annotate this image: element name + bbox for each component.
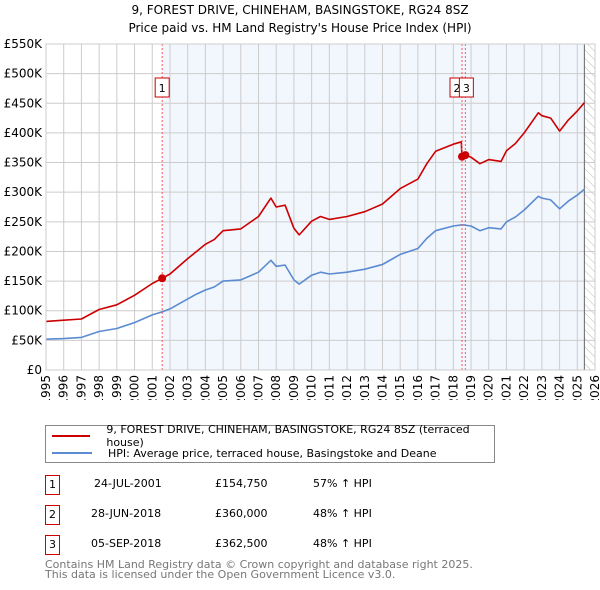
x-tick-label: 2009 [287, 375, 301, 400]
legend-item-hpi: HPI: Average price, terraced house, Basi… [46, 445, 436, 461]
x-tick-label: 2000 [128, 375, 142, 400]
sale-marker-box [154, 77, 170, 98]
footer-attribution: Contains HM Land Registry data © Crown c… [45, 558, 473, 581]
x-tick-label: 2020 [482, 375, 496, 400]
plot-border [45, 43, 596, 371]
x-tick-label: 2019 [464, 375, 478, 400]
x-tick-label: 2025 [570, 375, 584, 400]
legend-swatch-red [52, 435, 91, 437]
x-tick-label: 2002 [163, 375, 177, 400]
footer-line: This data is licensed under the Open Gov… [45, 568, 396, 581]
legend-label: 9, FOREST DRIVE, CHINEHAM, BASINGSTOKE, … [106, 423, 470, 449]
x-tick-label: 2006 [234, 375, 248, 400]
sale-date: 05-SEP-2018 [91, 537, 162, 550]
sale-hpi-diff: 48% ↑ HPI [313, 537, 372, 550]
x-tick-label: 2007 [252, 375, 266, 400]
y-tick-label: £500K [4, 67, 44, 81]
sale-marker-label: 3 [463, 82, 470, 95]
sale-point [461, 151, 470, 160]
x-tick-label: 1998 [92, 375, 106, 400]
x-tick-label: 2016 [411, 375, 425, 400]
x-tick-label: 1995 [39, 375, 53, 400]
sale-price: £360,000 [215, 507, 268, 520]
x-tick-label: 2018 [446, 375, 460, 400]
chart-subtitle: Price paid vs. HM Land Registry's House … [128, 21, 471, 35]
y-tick-label: £550K [4, 37, 44, 51]
sale-marker-label: 1 [159, 82, 166, 95]
x-tick-label: 2021 [499, 375, 513, 400]
x-tick-label: 2026 [588, 375, 600, 400]
x-tick-label: 2001 [145, 375, 159, 400]
property-price-line [45, 102, 586, 323]
sale-price: £362,500 [215, 537, 268, 550]
y-tick-label: £300K [4, 185, 44, 199]
x-tick-label: 2004 [198, 375, 212, 400]
sale-marker-label: 2 [454, 82, 461, 95]
x-tick-label: 2023 [535, 375, 549, 400]
sale-point [158, 274, 167, 283]
x-tick-label: 2012 [340, 375, 354, 400]
x-tick-label: 2024 [553, 375, 567, 400]
legend: 9, FOREST DRIVE, CHINEHAM, BASINGSTOKE, … [45, 423, 495, 463]
x-tick-label: 2015 [393, 375, 407, 400]
sale-marker-box [458, 77, 474, 98]
y-tick-label: £100K [4, 304, 44, 318]
x-tick-label: 2017 [429, 375, 443, 400]
x-tick-label: 2013 [358, 375, 372, 400]
sale-number: 1 [45, 475, 60, 495]
y-tick-label: £200K [4, 244, 44, 258]
y-tick-label: £0 [27, 363, 42, 377]
sale-hpi-diff: 57% ↑ HPI [313, 477, 372, 490]
x-tick-label: 2010 [305, 375, 319, 400]
x-tick-label: 1996 [57, 375, 71, 400]
sale-price: £154,750 [215, 477, 268, 490]
legend-label: HPI: Average price, terraced house, Basi… [108, 446, 437, 460]
x-tick-label: 2022 [517, 375, 531, 400]
y-tick-label: £350K [4, 156, 44, 170]
y-tick-label: £150K [4, 274, 44, 288]
y-tick-label: £250K [4, 215, 44, 229]
forecast-hatch [584, 44, 595, 370]
hpi-line [45, 188, 585, 340]
price-chart: 9, FOREST DRIVE, CHINEHAM, BASINGSTOKE, … [4, 3, 600, 406]
footer-line: Contains HM Land Registry data © Crown c… [45, 558, 473, 571]
x-tick-label: 1997 [74, 375, 88, 400]
sale-number: 3 [45, 535, 60, 555]
x-tick-label: 2003 [181, 375, 195, 400]
x-tick-label: 1999 [110, 375, 124, 400]
shaded-period [162, 44, 585, 370]
legend-swatch-blue [52, 452, 92, 454]
sale-date: 24-JUL-2001 [94, 477, 162, 490]
y-tick-label: £450K [4, 96, 44, 110]
sale-date: 28-JUN-2018 [91, 507, 162, 520]
y-tick-label: £50K [11, 333, 43, 347]
sale-hpi-diff: 48% ↑ HPI [313, 507, 372, 520]
x-tick-label: 2014 [375, 375, 389, 400]
sale-number: 2 [45, 505, 60, 525]
legend-item-property: 9, FOREST DRIVE, CHINEHAM, BASINGSTOKE, … [46, 423, 494, 449]
y-tick-label: £400K [4, 126, 44, 140]
x-tick-label: 2008 [269, 375, 283, 400]
x-tick-label: 2011 [322, 375, 336, 400]
chart-title: 9, FOREST DRIVE, CHINEHAM, BASINGSTOKE, … [131, 3, 468, 17]
x-tick-label: 2005 [216, 375, 230, 400]
